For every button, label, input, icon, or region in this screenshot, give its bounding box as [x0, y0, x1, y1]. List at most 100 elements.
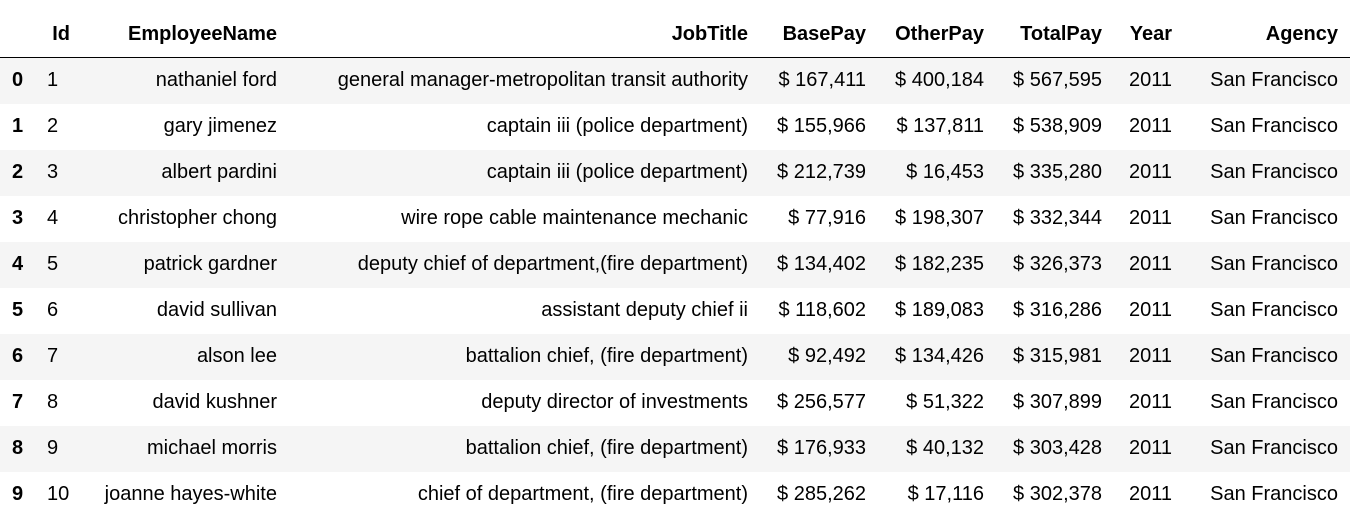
cell-total-pay: $ 567,595 — [1013, 69, 1102, 92]
cell-job-title: captain iii (police department) — [486, 161, 748, 183]
cell-job-title: deputy director of investments — [481, 391, 748, 413]
cell-base-pay: $ 155,966 — [777, 115, 866, 137]
row-index: 8 — [12, 437, 24, 459]
cell-other-pay: $ 16,453 — [906, 161, 984, 183]
cell-other-pay: $ 134,426 — [895, 345, 984, 367]
index-header — [0, 11, 33, 58]
cell-employee-name: nathaniel ford — [155, 69, 277, 92]
cell-other-pay: $ 198,307 — [895, 207, 984, 229]
cell-id: 2 — [47, 115, 59, 137]
cell-base-pay: $ 118,602 — [778, 299, 867, 321]
cell-total-pay: $ 307,899 — [1013, 391, 1102, 413]
cell-agency: San Francisco — [1210, 253, 1338, 275]
cell-base-pay: $ 256,577 — [777, 391, 866, 413]
table-body: 0 1 nathaniel ford general manager-metropol… — [0, 57, 1350, 518]
cell-year: 2011 — [1128, 483, 1172, 505]
row-index: 2 — [12, 161, 24, 183]
cell-total-pay: $ 332,344 — [1013, 207, 1102, 229]
cell-total-pay: $ 303,428 — [1013, 437, 1102, 459]
cell-job-title: battalion chief, (fire department) — [465, 437, 748, 459]
cell-employee-name: patrick gardner — [143, 253, 277, 275]
cell-id: 8 — [47, 391, 59, 413]
cell-year: 2011 — [1128, 115, 1172, 137]
table-row: 7 8 david kushner deputy director of invest… — [0, 379, 1350, 426]
cell-year: 2011 — [1128, 253, 1172, 275]
cell-id: 10 — [47, 483, 70, 505]
cell-employee-name: albert pardini — [161, 161, 277, 183]
cell-employee-name: gary jimenez — [163, 115, 277, 137]
table-header: Id EmployeeName JobTitle BasePay OtherPa… — [0, 11, 1350, 58]
cell-employee-name: michael morris — [146, 437, 277, 459]
cell-id: 7 — [47, 345, 59, 367]
column-header-employeename: EmployeeName — [82, 11, 289, 58]
cell-base-pay: $ 134,402 — [777, 253, 866, 275]
row-index: 9 — [12, 483, 24, 505]
cell-agency: San Francisco — [1210, 299, 1338, 321]
dataframe-output: Id EmployeeName JobTitle BasePay OtherPa… — [0, 11, 1350, 518]
cell-agency: San Francisco — [1210, 345, 1338, 367]
cell-year: 2011 — [1128, 437, 1172, 459]
cell-year: 2011 — [1128, 345, 1172, 367]
table-row: 6 7 alson lee battalion chief, (fire depart… — [0, 333, 1350, 380]
table-row: 5 6 david sullivan assistant deputy chief i… — [0, 287, 1350, 334]
row-index: 5 — [12, 299, 24, 321]
cell-id: 1 — [47, 69, 59, 92]
column-header-jobtitle: JobTitle — [289, 11, 760, 58]
table-row: 3 4 christopher chong wire rope cable maint… — [0, 195, 1350, 242]
cell-id: 3 — [47, 161, 59, 183]
cell-base-pay: $ 167,411 — [778, 69, 867, 92]
row-index: 7 — [12, 391, 24, 413]
cell-job-title: wire rope cable maintenance mechanic — [401, 207, 748, 229]
row-index: 6 — [12, 345, 24, 367]
column-header-totalpay: TotalPay — [996, 11, 1114, 58]
cell-id: 4 — [47, 207, 59, 229]
cell-other-pay: $ 189,083 — [895, 299, 984, 321]
cell-employee-name: alson lee — [196, 345, 277, 367]
cell-agency: San Francisco — [1210, 115, 1338, 137]
cell-base-pay: $ 212,739 — [777, 161, 866, 183]
cell-base-pay: $ 176,933 — [777, 437, 866, 459]
dataframe-table: Id EmployeeName JobTitle BasePay OtherPa… — [0, 11, 1350, 518]
cell-job-title: general manager-metropolitan transit aut… — [337, 69, 748, 92]
table-row: 9 10 joanne hayes-white chief of department… — [0, 471, 1350, 518]
cell-total-pay: $ 316,286 — [1013, 299, 1102, 321]
cell-other-pay: $ 137,811 — [896, 115, 985, 137]
cell-base-pay: $ 285,262 — [777, 483, 866, 505]
row-index: 1 — [12, 115, 24, 137]
cell-employee-name: david kushner — [152, 391, 277, 413]
column-header-otherpay: OtherPay — [878, 11, 996, 58]
row-index: 0 — [12, 69, 24, 92]
cell-agency: San Francisco — [1210, 437, 1338, 459]
cell-other-pay: $ 182,235 — [895, 253, 984, 275]
cell-job-title: captain iii (police department) — [486, 115, 748, 137]
cell-agency: San Francisco — [1210, 207, 1338, 229]
cell-year: 2011 — [1128, 161, 1172, 183]
cell-other-pay: $ 51,322 — [906, 391, 984, 413]
cell-employee-name: david sullivan — [156, 299, 277, 321]
cell-job-title: assistant deputy chief ii — [541, 299, 748, 321]
cell-job-title: battalion chief, (fire department) — [465, 345, 748, 367]
column-header-basepay: BasePay — [760, 11, 878, 58]
cell-total-pay: $ 315,981 — [1013, 345, 1102, 367]
cell-id: 6 — [47, 299, 59, 321]
table-row: 1 2 gary jimenez captain iii (police depart… — [0, 103, 1350, 150]
cell-total-pay: $ 538,909 — [1013, 115, 1102, 137]
cell-employee-name: christopher chong — [118, 207, 277, 229]
table-row: 8 9 michael morris battalion chief, (fire d… — [0, 425, 1350, 472]
row-index: 3 — [12, 207, 24, 229]
cell-agency: San Francisco — [1210, 483, 1338, 505]
header-row: Id EmployeeName JobTitle BasePay OtherPa… — [0, 11, 1350, 58]
cell-other-pay: $ 400,184 — [895, 69, 984, 92]
cell-agency: San Francisco — [1210, 391, 1338, 413]
row-index: 4 — [12, 253, 24, 275]
table-row: 4 5 patrick gardner deputy chief of departm… — [0, 241, 1350, 288]
column-header-year: Year — [1114, 11, 1184, 58]
cell-employee-name: joanne hayes-white — [104, 483, 277, 505]
table-row: 0 1 nathaniel ford general manager-metropol… — [0, 57, 1350, 104]
cell-year: 2011 — [1128, 207, 1172, 229]
cell-agency: San Francisco — [1210, 69, 1338, 92]
cell-job-title: chief of department, (fire department) — [417, 483, 748, 505]
cell-agency: San Francisco — [1210, 161, 1338, 183]
cell-total-pay: $ 302,378 — [1013, 483, 1102, 505]
cell-id: 9 — [47, 437, 59, 459]
